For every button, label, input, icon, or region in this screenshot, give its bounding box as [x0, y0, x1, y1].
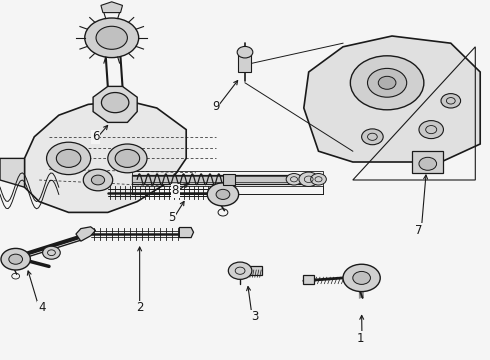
Circle shape — [286, 174, 302, 185]
Text: 3: 3 — [251, 310, 259, 323]
Polygon shape — [76, 227, 96, 241]
Text: 5: 5 — [168, 211, 175, 224]
Text: 4: 4 — [38, 301, 46, 314]
Polygon shape — [132, 175, 318, 184]
Text: 7: 7 — [415, 224, 423, 237]
Circle shape — [368, 68, 407, 97]
Circle shape — [216, 189, 230, 199]
Polygon shape — [93, 86, 137, 122]
Circle shape — [237, 46, 253, 58]
Circle shape — [83, 169, 113, 191]
Circle shape — [441, 94, 461, 108]
Circle shape — [311, 174, 326, 185]
Text: 8: 8 — [172, 184, 179, 197]
Text: 6: 6 — [92, 130, 99, 143]
Polygon shape — [243, 266, 262, 275]
Circle shape — [115, 149, 140, 167]
Circle shape — [299, 172, 318, 186]
Polygon shape — [304, 36, 480, 162]
Circle shape — [59, 151, 78, 166]
Circle shape — [362, 129, 383, 145]
Circle shape — [92, 175, 105, 185]
Circle shape — [47, 142, 91, 175]
Polygon shape — [179, 228, 194, 238]
Circle shape — [85, 18, 139, 58]
Circle shape — [343, 264, 380, 292]
Circle shape — [101, 93, 129, 113]
Text: 2: 2 — [136, 301, 144, 314]
Circle shape — [419, 121, 443, 139]
Polygon shape — [101, 2, 122, 13]
Circle shape — [43, 246, 60, 259]
Polygon shape — [132, 176, 309, 182]
Bar — [412, 151, 443, 173]
Circle shape — [228, 262, 252, 279]
Circle shape — [9, 254, 23, 264]
Circle shape — [96, 26, 127, 49]
Circle shape — [56, 149, 81, 167]
Circle shape — [207, 183, 239, 206]
Circle shape — [108, 144, 147, 173]
Polygon shape — [24, 101, 186, 212]
Polygon shape — [303, 275, 314, 284]
Polygon shape — [0, 158, 24, 187]
Circle shape — [119, 152, 136, 165]
Circle shape — [350, 56, 424, 110]
Polygon shape — [223, 174, 235, 185]
Circle shape — [419, 157, 437, 170]
Text: 9: 9 — [212, 100, 220, 113]
Bar — [238, 49, 251, 72]
Circle shape — [378, 76, 396, 89]
Circle shape — [353, 271, 370, 284]
Circle shape — [1, 248, 30, 270]
Text: 1: 1 — [356, 332, 364, 345]
